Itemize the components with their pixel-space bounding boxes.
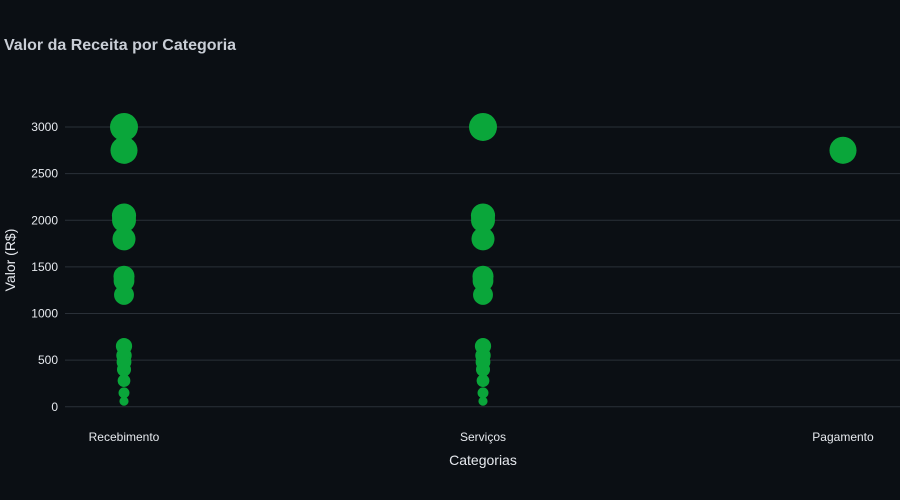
data-point[interactable] (116, 362, 132, 377)
x-tick-label: Recebimento (89, 430, 160, 444)
data-point[interactable] (471, 208, 495, 233)
data-point[interactable] (472, 270, 494, 292)
y-tick-label: 3000 (31, 120, 58, 134)
y-tick-label: 500 (38, 353, 58, 367)
data-point[interactable] (473, 284, 493, 305)
data-point[interactable] (117, 374, 131, 388)
y-axis-label: Valor (R$) (2, 229, 18, 292)
data-point[interactable] (110, 136, 138, 164)
y-tick-label: 2000 (31, 213, 58, 227)
data-point[interactable] (475, 362, 491, 377)
data-point[interactable] (469, 112, 497, 141)
data-point[interactable] (471, 227, 495, 251)
data-point[interactable] (119, 396, 129, 406)
data-point[interactable] (114, 284, 134, 305)
y-tick-label: 1500 (31, 260, 58, 274)
x-axis-ticks: Recebimento Serviços Pagamento (89, 430, 874, 444)
data-point[interactable] (112, 208, 136, 233)
data-point[interactable] (476, 374, 490, 388)
data-point[interactable] (477, 387, 489, 399)
x-axis-label: Categorias (449, 452, 517, 468)
x-tick-label: Serviços (460, 430, 506, 444)
data-point[interactable] (118, 387, 130, 399)
data-point[interactable] (478, 396, 488, 406)
data-point[interactable] (829, 136, 857, 164)
y-tick-label: 0 (51, 400, 58, 414)
chart-title: Valor da Receita por Categoria (4, 37, 236, 54)
x-tick-label: Pagamento (812, 430, 874, 444)
data-points (110, 112, 857, 406)
data-point[interactable] (112, 227, 136, 251)
y-tick-label: 2500 (31, 167, 58, 181)
data-point[interactable] (110, 112, 138, 141)
data-point[interactable] (113, 270, 135, 292)
y-axis-ticks: 0 500 1000 1500 2000 2500 3000 (31, 120, 58, 414)
y-tick-label: 1000 (31, 307, 58, 321)
